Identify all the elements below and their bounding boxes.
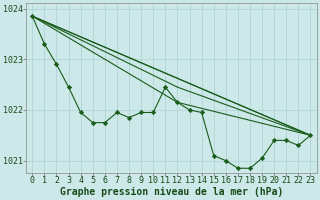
X-axis label: Graphe pression niveau de la mer (hPa): Graphe pression niveau de la mer (hPa) bbox=[60, 186, 283, 197]
